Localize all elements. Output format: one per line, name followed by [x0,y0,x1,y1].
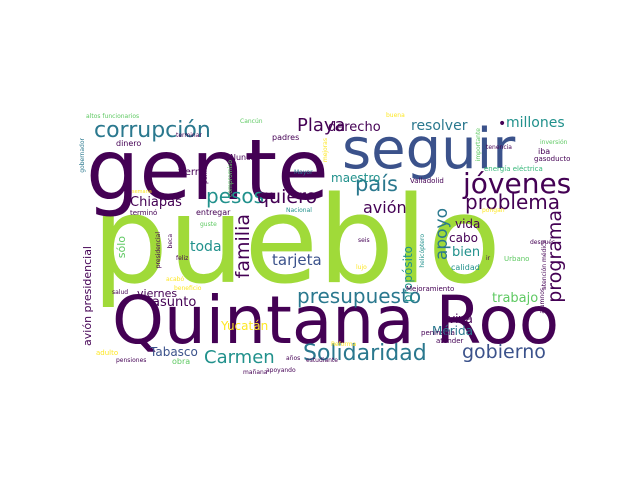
word-familia: familia [232,214,254,279]
word-semana: semana [132,189,152,195]
word-alumnos: alumnos [539,288,546,314]
word-apoyando: apoyando [266,367,296,374]
word-obra: obra [172,357,191,366]
word-playa: Playa [297,115,346,136]
word-merida: Mérida [432,324,473,338]
word-gobierno: gobierno [462,341,546,363]
word-lujo: lujo [356,264,367,271]
word-pongan: pongan [482,207,505,214]
word-seis: seis [358,237,370,244]
word-mejoras: mejoras [322,138,329,163]
word-derecho: derecho [328,120,381,135]
word-beneficio: beneficio [174,285,202,292]
word-yucatan: Yucatán [221,319,269,333]
word-programa: programa [544,210,566,303]
word-quintana-roo: Quintana Roo [112,282,560,359]
word-buena: buena [386,112,405,119]
word-avion-presidencial: avión presidencial [81,246,94,346]
word-estudiante: estudiante [306,357,338,364]
word-toda: toda [190,239,222,255]
word-padres: padres [272,133,300,142]
word-helicoptero: helicóptero [419,234,426,268]
word-trabajo: trabajo [492,291,539,306]
word-nacional: Nacional [286,207,312,214]
word-tabasco: Tabasco [150,345,198,359]
word-dinero: dinero [116,139,142,148]
word-corrupcion: corrupción [94,118,211,143]
word-altos-funcionarios: altos funcionarios [86,113,140,120]
word-feliz: feliz [176,255,189,262]
word-compromiso: compromiso [227,160,234,197]
word-salud: salud [112,289,129,296]
word-tenencia: tenencia [486,144,512,151]
word-asunto: asunto [152,295,197,310]
word-carmen: Carmen [204,347,275,368]
word-urbano: Urbano [504,255,530,263]
word-despues: después [530,239,556,246]
word-cancun: Cancún [240,118,263,125]
word-entregar: entregar [196,208,231,217]
word-mi-dot: • [498,116,507,132]
word-importante: importante [475,128,482,162]
word-pesos: pesos [206,184,265,208]
word-ir: ir [486,255,491,262]
word-millones: millones [506,115,565,131]
word-problema: problema [465,190,561,214]
word-iba: iba [538,147,551,156]
word-nunca: Nunca [230,153,256,162]
word-tierra: tierra [178,167,206,178]
word-chiapas: Chiapas [130,195,182,210]
word-resolver: resolver [411,118,468,134]
word-vida: vida [455,217,481,231]
word-gobernador: gobernador [79,138,86,173]
word-avion: avión [363,198,407,217]
word-proposito: propósito [401,246,415,303]
word-peninsula: península [421,329,455,337]
word-maestro: maestro [331,171,381,185]
word-presidencial: presidencial [155,232,162,269]
word-inversion: inversión [540,139,568,146]
word-adulto: adulto [96,349,119,357]
word-pueblo: pueblo [92,172,501,311]
word-manana: mañana [243,369,268,376]
word-terminar: terminar [176,132,202,139]
word-viva: viva [448,312,473,326]
word-seguir: seguir [342,117,516,182]
word-pais: país [355,172,398,196]
word-cabo: cabo [449,231,478,245]
word-reforma: Reforma [331,341,357,348]
word-guste: guste [200,221,217,228]
word-presupuesto: presupuesto [297,284,422,308]
word-beca: beca [167,234,174,249]
word-valladolid: Valladolid [410,177,444,185]
word-gente: gente [86,121,329,219]
word-quiero: quiero [257,186,318,208]
word-jovenes: jóvenes [463,167,572,200]
word-mayor: Mayor [294,169,313,176]
word-acabo: acabó [166,276,185,283]
word-solidaridad: Solidaridad [303,341,427,366]
word-atender: atender [436,337,464,345]
word-bien: bien [452,245,481,260]
word-termino: terminó [130,209,158,217]
word-calidad: calidad [451,263,480,272]
word-pensiones: pensiones [116,357,147,364]
word-mejoramiento: Mejoramiento [406,285,455,293]
word-viernes: viernes [137,287,178,300]
word-atencion-medica: atención médica [541,240,548,290]
word-permitir: permitir [202,160,209,184]
word-solo: sólo [115,236,128,259]
word-gasoducto: gasoducto [534,155,571,163]
word-energia-electrica: energía eléctrica [484,165,543,173]
word-anos: años [286,355,301,362]
word-tarjeta: tarjeta [272,251,322,269]
